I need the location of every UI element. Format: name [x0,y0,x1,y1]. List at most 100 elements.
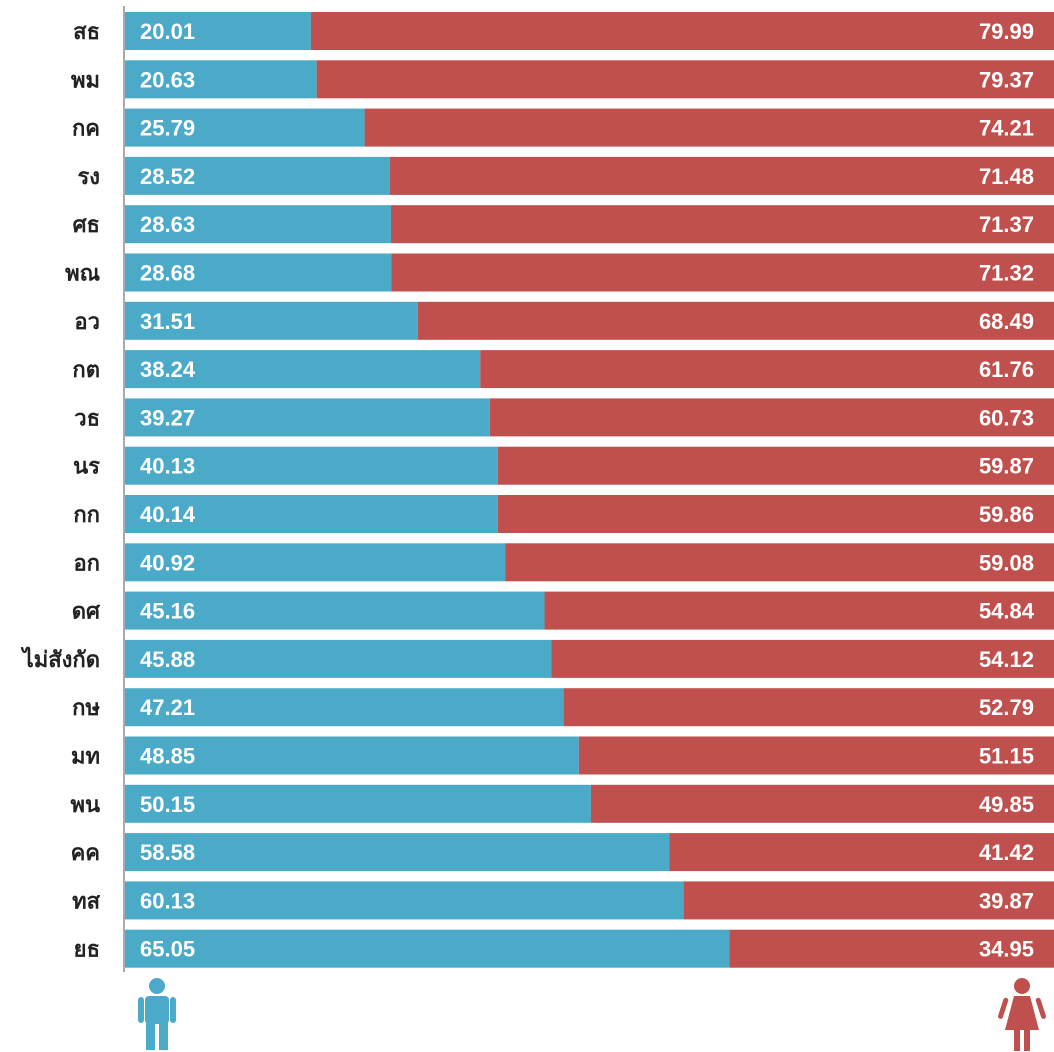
female-value-label: 51.15 [979,744,1034,769]
bar-male [125,833,670,872]
bar-male [125,543,506,582]
female-value-label: 68.49 [979,309,1034,334]
bar-male [125,205,391,244]
bar-male [125,156,390,195]
bar-male [125,60,317,99]
category-label: วธ [74,406,100,431]
bar-female [389,156,1054,195]
female-value-label: 39.87 [979,888,1034,913]
category-label: กก [73,503,100,528]
category-label: อก [73,551,100,576]
bar-female [590,784,1054,823]
bar-male [125,108,365,147]
category-label: พม [71,68,100,93]
male-value-label: 28.63 [140,212,195,237]
labels-group: สธ 20.01 79.99 พม 20.63 79.37 กค 25.79 74.21 รง 28… [21,19,1035,963]
male-icon-leg-left [146,1022,155,1050]
category-label: กค [72,117,100,142]
male-person-icon [138,978,176,1050]
female-value-label: 71.48 [979,164,1034,189]
category-label: ยธ [74,938,100,963]
bar-female [417,301,1054,340]
bar-female [729,929,1054,968]
category-label: นร [73,455,100,480]
category-label: ศธ [73,213,100,238]
bar-female [316,60,1054,99]
male-value-label: 65.05 [140,937,195,962]
bar-female [497,495,1054,533]
female-value-label: 59.86 [979,502,1034,527]
male-value-label: 58.58 [140,840,195,865]
bar-male [125,446,498,485]
category-label: กษ [72,696,100,721]
bar-female [683,881,1054,920]
male-value-label: 28.52 [140,164,195,189]
male-value-label: 20.01 [140,19,195,44]
male-value-label: 60.13 [140,888,195,913]
female-value-label: 54.84 [979,599,1035,624]
female-value-label: 60.73 [979,405,1034,430]
male-value-label: 38.24 [140,357,196,382]
male-icon-head [149,978,165,994]
bar-male [125,398,490,437]
male-icon-leg-right [159,1022,168,1050]
bar-female [391,253,1054,292]
bar-female [505,543,1054,582]
female-value-label: 61.76 [979,357,1034,382]
female-person-icon [997,978,1047,1051]
male-value-label: 40.92 [140,550,195,575]
category-label: คค [71,841,100,866]
bar-male [125,881,684,920]
bars-group [125,12,1054,968]
category-label: อว [74,310,100,335]
bar-female [669,833,1054,872]
bar-female [497,446,1054,485]
male-icon-arm-left [138,997,144,1023]
bar-female [310,12,1054,50]
male-value-label: 40.14 [140,502,196,527]
bar-male [125,253,392,292]
female-value-label: 79.99 [979,19,1034,44]
category-label: พณ [65,262,100,287]
female-value-label: 49.85 [979,792,1034,817]
female-value-label: 74.21 [979,116,1034,141]
female-icon-dress [1005,996,1039,1030]
female-icon-leg-left [1014,1029,1020,1051]
male-value-label: 28.68 [140,261,195,286]
category-label: พน [70,793,100,818]
bar-male [125,350,481,389]
category-label: ดศ [72,600,101,625]
category-label: ไม่สังกัด [21,646,100,673]
bar-female [489,398,1054,437]
bar-male [125,591,545,630]
female-value-label: 52.79 [979,695,1034,720]
female-value-label: 54.12 [979,647,1034,672]
male-icon-arm-right [170,997,176,1023]
female-value-label: 59.08 [979,550,1034,575]
bar-male [125,929,730,968]
female-icon-leg-right [1024,1029,1030,1051]
category-label: สธ [73,20,100,45]
female-value-label: 71.37 [979,212,1034,237]
male-value-label: 39.27 [140,405,195,430]
bar-female [480,350,1054,389]
bar-female [551,639,1054,678]
female-icon-head [1014,978,1030,994]
male-value-label: 31.51 [140,309,195,334]
bar-male [125,784,591,823]
bar-male [125,736,579,775]
male-value-label: 25.79 [140,116,195,141]
female-icon-arm-left [997,997,1009,1019]
male-value-label: 48.85 [140,744,195,769]
male-value-label: 50.15 [140,792,195,817]
bar-female [563,688,1054,727]
female-icon-arm-right [1035,997,1047,1019]
male-value-label: 45.88 [140,647,195,672]
male-icon-torso [145,996,169,1024]
bar-female [390,205,1054,244]
male-value-label: 40.13 [140,454,195,479]
bar-male [125,12,311,50]
female-value-label: 34.95 [979,937,1034,962]
bar-male [125,688,564,727]
